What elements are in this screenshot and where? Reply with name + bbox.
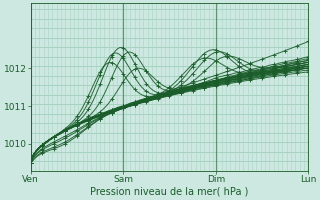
X-axis label: Pression niveau de la mer( hPa ): Pression niveau de la mer( hPa ) [90,187,249,197]
